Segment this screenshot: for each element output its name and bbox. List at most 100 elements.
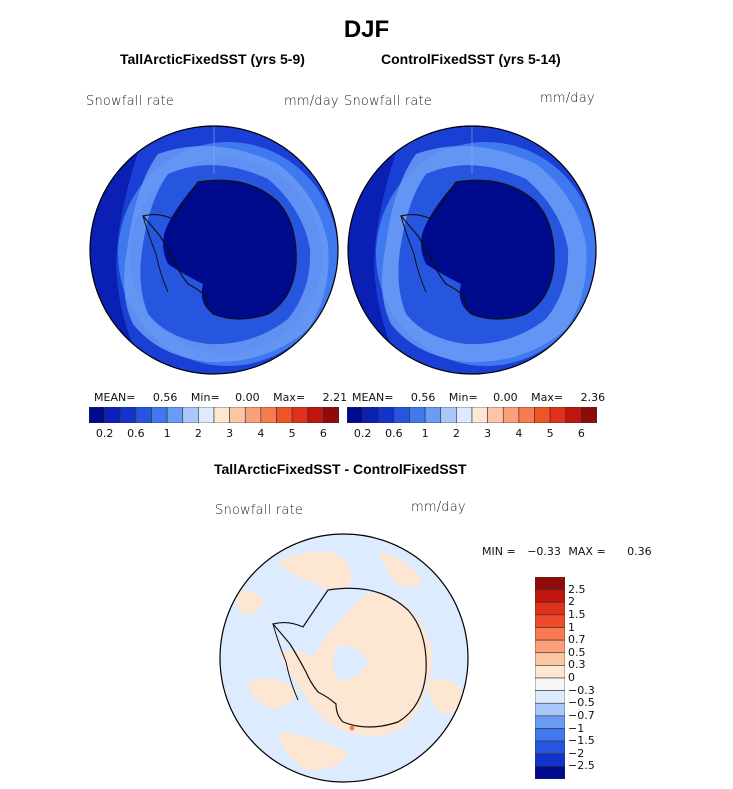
colorbar-tick-label: 2.5	[568, 582, 586, 596]
panel2-colorbar	[347, 407, 597, 423]
panel3-hotspot	[349, 725, 355, 731]
panel3-stats: MIN = −0.33 MAX = 0.36	[482, 545, 652, 558]
panel3-min-value: −0.33	[527, 545, 561, 558]
panel1-units-label: mm/day	[284, 94, 339, 109]
colorbar-swatch	[535, 601, 565, 616]
panel3-coastline	[271, 587, 427, 728]
colorbar-swatch	[535, 715, 565, 729]
colorbar-swatch	[276, 407, 293, 423]
panel3-patch-g	[333, 646, 368, 681]
colorbar-swatch	[549, 407, 567, 423]
colorbar-swatch	[535, 728, 565, 742]
panel2-colorbar-ticks: 0.2 0.6 1 2 3 4 5 6	[347, 427, 597, 441]
panel2-units-label: mm/day	[540, 91, 595, 106]
panel1-colorbar	[89, 407, 339, 423]
colorbar-swatch	[104, 407, 121, 423]
colorbar-tick-label: 1	[163, 427, 171, 440]
panel3-min-label: MIN =	[482, 545, 516, 558]
colorbar-tick-label: −2	[568, 746, 585, 760]
colorbar-swatch	[535, 665, 565, 679]
colorbar-tick-label: 4	[257, 427, 265, 440]
colorbar-tick-label: 6	[577, 427, 585, 440]
panel3-patch-e	[278, 732, 348, 771]
colorbar-tick-label: −1.5	[568, 734, 595, 748]
panel3-patch-c	[378, 552, 423, 588]
panel2-mean-value: 0.56	[410, 391, 436, 404]
colorbar-tick-label: 3	[226, 427, 234, 440]
colorbar-swatch	[135, 407, 152, 423]
colorbar-tick-label: 4	[515, 427, 523, 440]
colorbar-swatch	[393, 407, 410, 423]
colorbar-swatch	[535, 753, 565, 767]
colorbar-swatch	[535, 577, 565, 590]
panel2-stats: MEAN= 0.56 Min= 0.00 Max= 2.36	[352, 391, 605, 404]
colorbar-swatch	[119, 407, 137, 423]
colorbar-tick-label: 5	[288, 427, 296, 440]
panel2-coastline	[399, 179, 555, 320]
colorbar-tick-label: −0.7	[568, 708, 595, 722]
colorbar-swatch	[307, 407, 324, 423]
panel3-units-label: mm/day	[411, 500, 466, 515]
panel1-title: TallArcticFixedSST (yrs 5-9)	[120, 51, 305, 67]
panel2-border	[347, 125, 597, 375]
figure-title: DJF	[343, 16, 390, 43]
colorbar-swatch	[581, 407, 597, 423]
colorbar-tick-label: 0.3	[568, 658, 586, 672]
panel1-max-label: Max=	[273, 391, 306, 404]
colorbar-swatch	[565, 407, 582, 423]
panel3-title: TallArcticFixedSST - ControlFixedSST	[214, 461, 467, 477]
colorbar-swatch	[535, 690, 565, 704]
colorbar-swatch	[347, 407, 363, 423]
colorbar-swatch	[198, 407, 215, 423]
panel3-colorbar-ticks: 2.5 2 1.5 1 0.7 0.5 0.3 0 −0.3 −0.5 −0.7 −1 −1.5 −2 −2…	[568, 577, 628, 779]
colorbar-swatch	[535, 589, 565, 603]
colorbar-swatch	[535, 627, 565, 641]
panel3-field-label: Snowfall rate	[215, 503, 303, 518]
colorbar-tick-label: 0.6	[127, 427, 145, 440]
panel3-patch-f	[428, 679, 466, 713]
panel3-patch-a	[278, 551, 352, 590]
colorbar-tick-label: 5	[546, 427, 554, 440]
colorbar-tick-label: 1.5	[568, 607, 586, 621]
panel2-peninsula-coast	[400, 215, 427, 293]
panel3-max-label: MAX =	[568, 545, 606, 558]
panel1-border	[89, 125, 339, 375]
panel3-patch-d	[248, 678, 298, 708]
colorbar-swatch	[535, 652, 565, 666]
colorbar-swatch	[456, 407, 473, 423]
panel3-max-value: 0.36	[627, 545, 652, 558]
colorbar-swatch	[291, 407, 309, 423]
colorbar-swatch	[244, 407, 262, 423]
colorbar-tick-label: 0.2	[353, 427, 372, 440]
colorbar-tick-label: 0.5	[568, 645, 586, 659]
colorbar-tick-label: −2.5	[568, 759, 595, 773]
panel2-mean-label: MEAN=	[352, 391, 394, 404]
panel2-antarctica-interior	[421, 180, 555, 319]
panel1-max-value: 2.21	[322, 391, 348, 404]
panel1-colorbar-ticks: 0.2 0.6 1 2 3 4 5 6	[89, 427, 339, 441]
colorbar-swatch	[535, 677, 565, 691]
colorbar-swatch	[440, 407, 457, 423]
panel1-stats: MEAN= 0.56 Min= 0.00 Max= 2.21	[94, 391, 347, 404]
panel1-mean-label: MEAN=	[94, 391, 136, 404]
panel2-map	[347, 125, 597, 375]
colorbar-swatch	[377, 407, 395, 423]
colorbar-swatch	[535, 740, 565, 755]
colorbar-swatch	[535, 639, 565, 654]
colorbar-swatch	[471, 407, 488, 423]
colorbar-tick-label: 1	[568, 620, 575, 634]
panel3-border	[219, 533, 469, 783]
colorbar-swatch	[535, 766, 565, 779]
colorbar-swatch	[535, 614, 565, 628]
colorbar-swatch	[502, 407, 520, 423]
panel2-title: ControlFixedSST (yrs 5-14)	[381, 51, 561, 67]
colorbar-tick-label: 3	[484, 427, 492, 440]
panel1-field-label: Snowfall rate	[86, 94, 174, 109]
panel2-max-label: Max=	[531, 391, 564, 404]
colorbar-swatch	[323, 407, 339, 423]
colorbar-swatch	[89, 407, 105, 423]
colorbar-swatch	[151, 407, 168, 423]
colorbar-tick-label: −0.5	[568, 696, 595, 710]
panel3-map	[219, 533, 469, 783]
colorbar-swatch	[213, 407, 230, 423]
